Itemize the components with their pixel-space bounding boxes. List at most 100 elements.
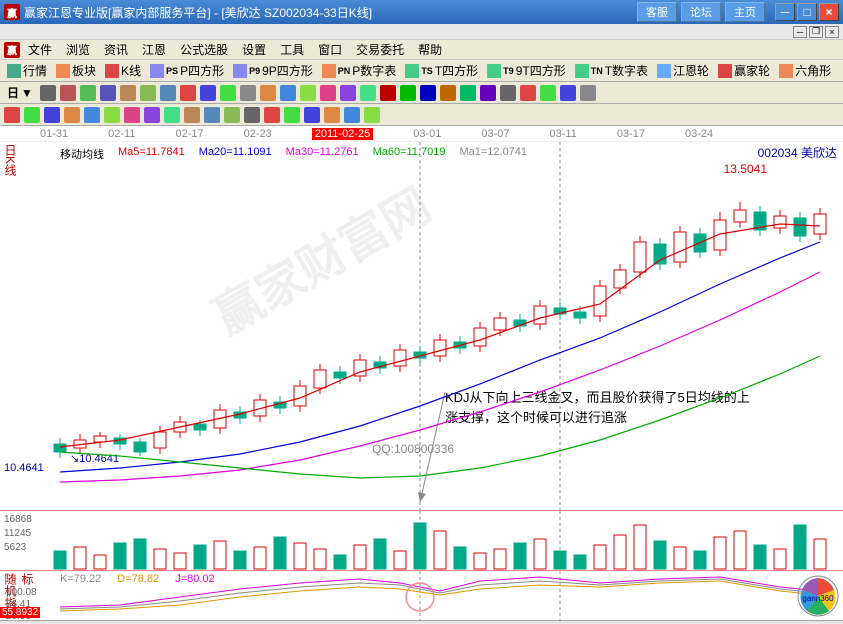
close-button[interactable]: × <box>819 3 839 21</box>
tool2-3[interactable] <box>100 85 116 101</box>
tool2-10[interactable] <box>240 85 256 101</box>
tool3-11[interactable] <box>224 107 240 123</box>
menu-文件[interactable]: 文件 <box>22 39 58 60</box>
tool3-4[interactable] <box>84 107 100 123</box>
kline-svg <box>0 142 843 510</box>
tool2-8[interactable] <box>200 85 216 101</box>
menu-设置[interactable]: 设置 <box>236 39 272 60</box>
tool2-5[interactable] <box>140 85 156 101</box>
tool2-20[interactable] <box>440 85 456 101</box>
tb-9T四方形[interactable]: T99T四方形 <box>484 61 569 80</box>
menu-资讯[interactable]: 资讯 <box>98 39 134 60</box>
gann360-logo: gann360 <box>797 575 839 617</box>
menu-窗口[interactable]: 窗口 <box>312 39 348 60</box>
tb-板块[interactable]: 板块 <box>53 61 99 80</box>
top-btn-客服[interactable]: 客服 <box>637 2 677 22</box>
menu-logo: 赢 <box>4 42 20 58</box>
tool2-9[interactable] <box>220 85 236 101</box>
tool3-5[interactable] <box>104 107 120 123</box>
menu-江恩[interactable]: 江恩 <box>136 39 172 60</box>
tool2-7[interactable] <box>180 85 196 101</box>
tool2-19[interactable] <box>420 85 436 101</box>
tb-行情[interactable]: 行情 <box>4 61 50 80</box>
tb-T数字表[interactable]: TNT数字表 <box>572 61 651 80</box>
menu-公式选股[interactable]: 公式选股 <box>174 39 234 60</box>
date-tick: 03-17 <box>617 128 645 140</box>
tb-T四方形[interactable]: TST四方形 <box>402 61 481 80</box>
top-btn-主页[interactable]: 主页 <box>725 2 765 22</box>
volume-scale: 16868112455623 <box>4 513 32 555</box>
tool2-12[interactable] <box>280 85 296 101</box>
tool3-8[interactable] <box>164 107 180 123</box>
tb-六角形[interactable]: 六角形 <box>776 61 834 80</box>
kline-chart[interactable]: 日K线 移动均线 Ma5=11.7841Ma20=11.1091Ma30=11.… <box>0 142 843 510</box>
tb-江恩轮[interactable]: 江恩轮 <box>654 61 712 80</box>
tool2-11[interactable] <box>260 85 276 101</box>
window-title: 赢家江恩专业版[赢家内部服务平台] - [美欣达 SZ002034-33日K线] <box>24 4 633 21</box>
volume-chart[interactable]: 16868112455623 <box>0 510 843 570</box>
menu-浏览[interactable]: 浏览 <box>60 39 96 60</box>
tool3-10[interactable] <box>204 107 220 123</box>
minimize-button[interactable]: ─ <box>775 3 795 21</box>
date-tick: 02-17 <box>175 128 203 140</box>
tool3-13[interactable] <box>264 107 280 123</box>
tool2-1[interactable] <box>60 85 76 101</box>
kdj-legend: K=79.22D=78.82J=80.02 <box>60 573 215 585</box>
tool2-15[interactable] <box>340 85 356 101</box>
tool2-24[interactable] <box>520 85 536 101</box>
date-tick: 02-11 <box>108 128 135 140</box>
tool2-26[interactable] <box>560 85 576 101</box>
date-tick: 03-01 <box>413 128 441 140</box>
date-tick: 03-07 <box>481 128 509 140</box>
kdj-J: J=80.02 <box>175 573 214 585</box>
top-btn-论坛[interactable]: 论坛 <box>681 2 721 22</box>
menu-帮助[interactable]: 帮助 <box>412 39 448 60</box>
kdj-chart[interactable]: 随机指标 K=79.22D=78.82J=80.02 100.0876.4129… <box>0 570 843 620</box>
tool3-3[interactable] <box>64 107 80 123</box>
tool2-18[interactable] <box>400 85 416 101</box>
tool3-6[interactable] <box>124 107 140 123</box>
toolbar-tools: 日 ▼ <box>0 82 843 104</box>
menu-交易委托[interactable]: 交易委托 <box>350 39 410 60</box>
tool2-14[interactable] <box>320 85 336 101</box>
mdi-restore[interactable]: ❐ <box>809 26 823 38</box>
tb-9P四方形[interactable]: P99P四方形 <box>230 61 316 80</box>
kdj-K: K=79.22 <box>60 573 101 585</box>
tool2-0[interactable] <box>40 85 56 101</box>
tb-K线[interactable]: K线 <box>102 61 144 80</box>
tool2-6[interactable] <box>160 85 176 101</box>
mdi-close[interactable]: × <box>825 26 839 38</box>
tool3-18[interactable] <box>364 107 380 123</box>
tool2-21[interactable] <box>460 85 476 101</box>
tool3-2[interactable] <box>44 107 60 123</box>
tool3-7[interactable] <box>144 107 160 123</box>
tool2-27[interactable] <box>580 85 596 101</box>
tool2-13[interactable] <box>300 85 316 101</box>
tool2-25[interactable] <box>540 85 556 101</box>
mdi-min[interactable]: ─ <box>793 26 807 38</box>
period-select[interactable]: 日 ▼ <box>4 83 36 102</box>
tb-赢家轮[interactable]: 赢家轮 <box>715 61 773 80</box>
tool3-0[interactable] <box>4 107 20 123</box>
tool3-12[interactable] <box>244 107 260 123</box>
menu-工具[interactable]: 工具 <box>274 39 310 60</box>
tool2-16[interactable] <box>360 85 376 101</box>
volume-svg <box>0 511 843 571</box>
tool2-23[interactable] <box>500 85 516 101</box>
tb-P四方形[interactable]: PSP四方形 <box>147 61 227 80</box>
tool3-1[interactable] <box>24 107 40 123</box>
tool3-16[interactable] <box>324 107 340 123</box>
mdi-controls: ─ ❐ × <box>0 24 843 40</box>
tool2-4[interactable] <box>120 85 136 101</box>
tb-P数字表[interactable]: PNP数字表 <box>319 61 400 80</box>
tool3-15[interactable] <box>304 107 320 123</box>
titlebar: 赢 赢家江恩专业版[赢家内部服务平台] - [美欣达 SZ002034-33日K… <box>0 0 843 24</box>
tool3-17[interactable] <box>344 107 360 123</box>
tool3-14[interactable] <box>284 107 300 123</box>
tool2-22[interactable] <box>480 85 496 101</box>
maximize-button[interactable]: □ <box>797 3 817 21</box>
tool2-2[interactable] <box>80 85 96 101</box>
kdj-current: 55.8932 <box>0 607 40 618</box>
tool2-17[interactable] <box>380 85 396 101</box>
tool3-9[interactable] <box>184 107 200 123</box>
